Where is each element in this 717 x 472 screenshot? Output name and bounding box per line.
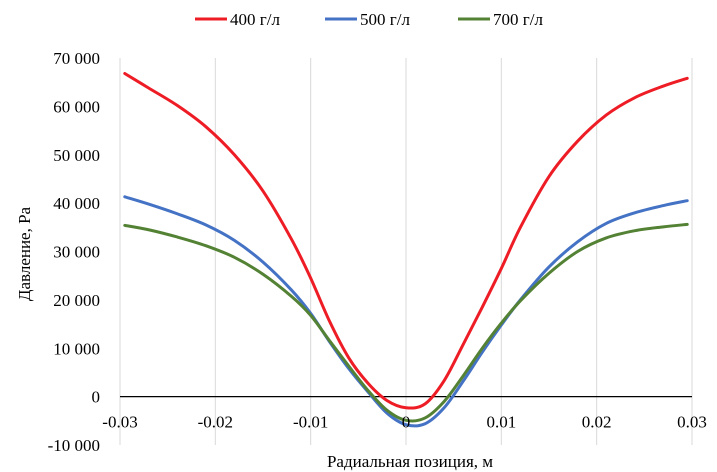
x-tick-label: -0.03 — [102, 413, 137, 432]
y-tick-label: 50 000 — [53, 146, 100, 165]
y-tick-label: 10 000 — [53, 339, 100, 358]
legend-item-2: 700 г/л — [458, 10, 543, 29]
legend-item-0: 400 г/л — [195, 10, 280, 29]
x-tick-label: -0.01 — [293, 413, 328, 432]
x-tick-labels: -0.03 -0.02 -0.01 0 0.01 0.02 0.03 — [102, 413, 707, 432]
y-tick-label: 60 000 — [53, 97, 100, 116]
legend-item-1: 500 г/л — [325, 10, 410, 29]
legend: 400 г/л 500 г/л 700 г/л — [195, 10, 543, 29]
y-tick-label: 0 — [92, 388, 101, 407]
x-tick-label: -0.02 — [198, 413, 233, 432]
series-lines — [123, 71, 689, 428]
y-axis-title: Давление, Pa — [15, 206, 34, 301]
series-line-2 — [123, 222, 689, 423]
legend-label: 700 г/л — [493, 10, 543, 29]
x-tick-label: 0 — [402, 413, 411, 432]
y-tick-labels: -10 000 0 10 000 20 000 30 000 40 000 50 000 60… — [48, 49, 100, 455]
y-tick-label: 70 000 — [53, 49, 100, 68]
x-tick-label: 0.02 — [582, 413, 612, 432]
y-tick-label: 30 000 — [53, 243, 100, 262]
series-line-1 — [123, 195, 689, 428]
series-line-0 — [123, 71, 689, 410]
legend-label: 400 г/л — [230, 10, 280, 29]
legend-label: 500 г/л — [360, 10, 410, 29]
x-tick-label: 0.03 — [677, 413, 707, 432]
y-tick-label: -10 000 — [48, 436, 100, 455]
x-axis-title: Радиальная позиция, м — [327, 452, 493, 471]
x-tick-label: 0.01 — [486, 413, 516, 432]
y-tick-label: 40 000 — [53, 194, 100, 213]
y-tick-label: 20 000 — [53, 291, 100, 310]
